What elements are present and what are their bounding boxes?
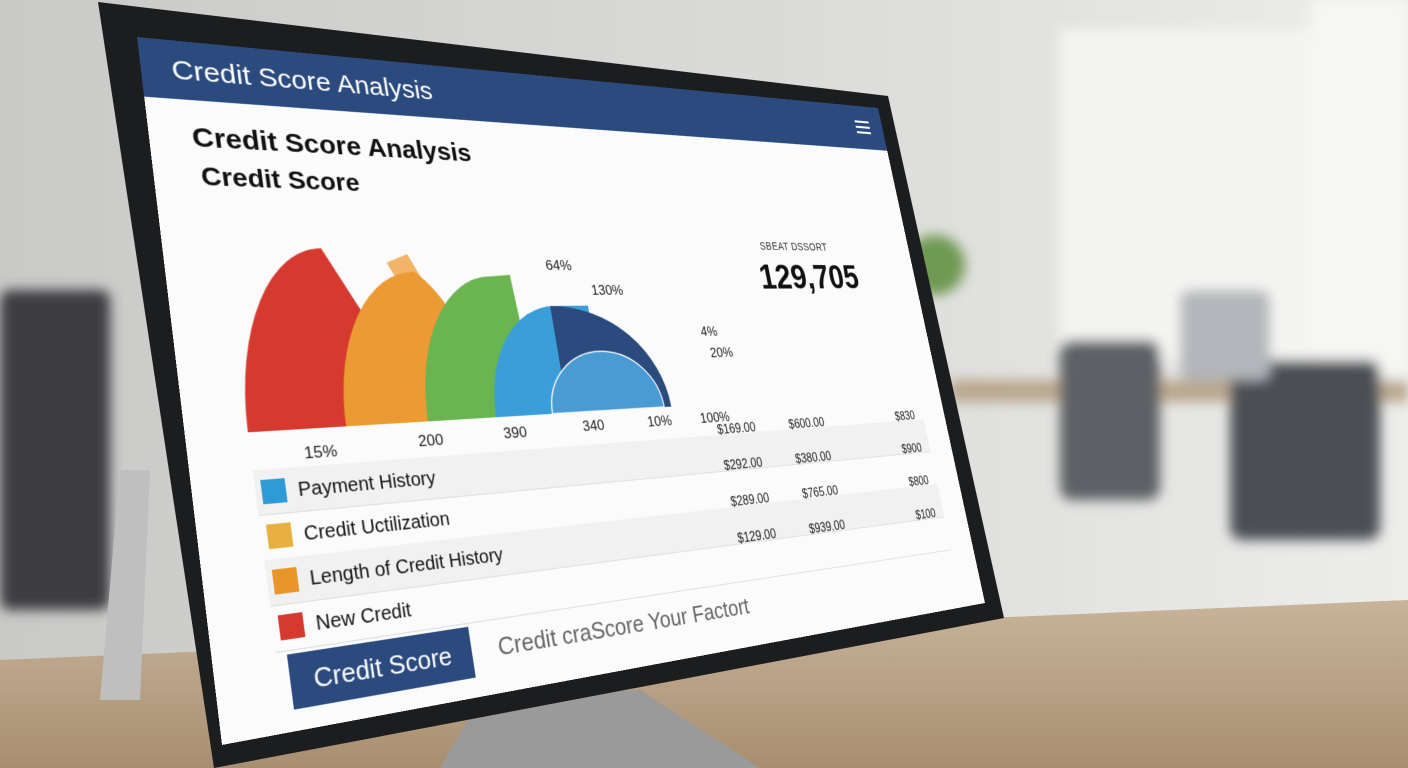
bottom-label: 10% [646,412,673,430]
segment-orange [324,271,472,427]
top-label: 130% [590,282,624,298]
stand [100,470,150,700]
stat-label: SBEAT DSSORT [758,239,829,253]
amount: $900 [900,441,924,457]
bottom-label: 340 [581,416,605,434]
amount: $129.00 [736,527,778,547]
factor-name: New Credit [314,599,413,636]
segment-navy [550,304,672,413]
amount: $100 [914,507,937,523]
amount: $800 [907,474,930,490]
office-blur [0,0,1408,610]
screen: Credit Score Analysis Credit Score Analy… [137,37,985,745]
amount: $292.00 [722,455,764,474]
stat-value: 129,705 [755,256,862,297]
bottom-label: 200 [417,430,445,450]
window [1310,0,1408,380]
legend-swatch [260,478,288,505]
top-label: 4% [699,323,718,339]
chair [0,290,110,610]
amount: $380.00 [794,449,833,467]
bottom-label: 390 [502,423,528,442]
top-labels: 64% 130% 4% 20% [544,257,734,361]
chair [1230,360,1380,540]
legend-swatch [265,522,294,550]
amount: $830 [893,409,917,424]
segment-green [405,274,537,422]
chair [1180,290,1270,380]
chair [1060,340,1160,500]
legend-swatch [271,566,300,595]
amount: $600.00 [787,415,826,432]
bottom-label: 15% [303,441,339,462]
top-label: 64% [544,257,573,273]
top-label: 20% [709,344,734,360]
amount: $765.00 [801,484,840,502]
segment-blue [478,305,607,418]
chart: 64% 130% 4% 20% 15% 200 390 340 10% 100% [224,246,734,462]
legend-swatch [277,612,306,641]
amount: $169.00 [716,420,757,438]
bottom-label: 100% [699,408,731,426]
segment-red [224,246,384,433]
amount: $939.00 [807,518,847,537]
amount: $289.00 [729,491,771,510]
bottom-labels: 15% 200 390 340 10% 100% [303,408,731,462]
factor-name: Payment History [296,467,438,502]
